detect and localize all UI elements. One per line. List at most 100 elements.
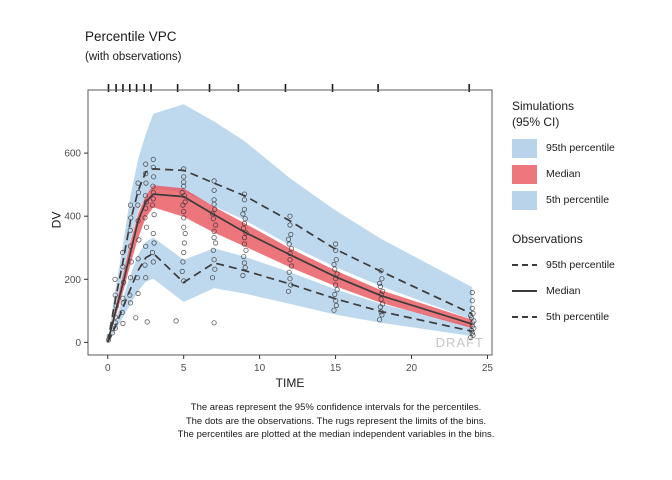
observation-point (179, 189, 185, 196)
legend-item-obs-95th: 95th percentile (512, 252, 615, 278)
x-tick-label: 15 (330, 363, 342, 374)
observation-point (332, 291, 338, 297)
plot-area: 0 5 10 15 20 25 0 200 400 600 DRAFT (64, 84, 494, 374)
observation-point (181, 249, 187, 256)
observation-point (150, 196, 156, 202)
observation-point (333, 302, 339, 309)
observation-point (332, 282, 339, 288)
observation-point (181, 240, 187, 246)
observation-point (240, 272, 246, 279)
y-tick-label: 400 (64, 212, 81, 223)
percentile-line (106, 252, 473, 343)
legend-observation-keys: 95th percentile Median 5th percentile (512, 252, 615, 330)
observation-point (332, 241, 339, 247)
y-tick-label: 0 (75, 338, 81, 349)
ribbon (107, 104, 473, 343)
observation-point (241, 235, 247, 241)
observation-point (241, 206, 247, 212)
observation-point (149, 249, 156, 256)
observation-point (211, 257, 217, 263)
observation-point (142, 262, 148, 268)
percentile-line (106, 168, 473, 343)
observation-point (379, 276, 385, 282)
observation-point (376, 317, 383, 323)
observation-point (144, 319, 150, 325)
observation-point (471, 318, 477, 324)
legend-label: Median (546, 285, 581, 297)
observation-point (127, 300, 134, 306)
observation-point (210, 247, 216, 253)
observation-point (211, 235, 217, 241)
solid-line-icon (512, 290, 537, 292)
observation-point (212, 206, 218, 212)
observation-point (334, 287, 340, 293)
observation-point (242, 265, 248, 271)
observation-point (127, 227, 133, 233)
observation-point (181, 224, 187, 230)
legend: Simulations (95% CI) 95th percentile Med… (512, 98, 615, 330)
observation-point (143, 180, 149, 186)
observation-point (143, 224, 150, 230)
draft-watermark: DRAFT (436, 335, 484, 350)
y-tick-label: 200 (64, 275, 81, 286)
observation-point (180, 259, 186, 265)
observation-point (133, 315, 139, 321)
observation-point (211, 178, 217, 184)
observation-point (288, 263, 295, 269)
legend-item-sim-95th: 95th percentile (512, 135, 615, 161)
x-tick-label: 10 (254, 363, 266, 374)
observation-point (241, 260, 247, 266)
legend-simulation-keys: 95th percentile Median 5th percentile (512, 135, 615, 213)
observation-point (212, 266, 218, 272)
observation-point (241, 254, 247, 260)
observation-point (181, 208, 187, 215)
panel-border (87, 89, 493, 356)
caption-line-3: The percentiles are plotted at the media… (177, 429, 495, 440)
observation-point (286, 269, 292, 275)
legend-item-sim-median: Median (512, 161, 615, 187)
observation-point (287, 276, 293, 282)
legend-heading-simulations-ci: (95% CI) (512, 115, 560, 129)
observation-point (210, 216, 216, 222)
legend-label: Median (546, 168, 581, 180)
legend-label: 95th percentile (546, 259, 615, 271)
observation-point (241, 241, 247, 247)
observation-point (332, 266, 338, 272)
ribbon-swatch-median-icon (512, 164, 537, 184)
observation-point (211, 320, 217, 326)
observation-point (213, 240, 219, 246)
legend-heading-simulations: Simulations (512, 99, 575, 113)
observation-point (181, 174, 187, 180)
observation-point (151, 174, 157, 180)
x-tick-label: 25 (482, 363, 494, 374)
legend-item-obs-median: Median (512, 278, 615, 304)
legend-label: 95th percentile (546, 142, 615, 154)
observation-point (242, 216, 248, 222)
observation-point (211, 187, 217, 193)
observation-point (120, 320, 126, 327)
observation-point (182, 199, 188, 205)
observation-point (151, 240, 157, 246)
chart-title: Percentile VPC (85, 29, 177, 44)
observation-point (241, 225, 247, 231)
observation-point (211, 201, 217, 207)
observation-point (179, 268, 185, 274)
observation-point (182, 230, 188, 237)
observation-point (135, 180, 141, 186)
observation-point (209, 275, 216, 281)
legend-item-obs-5th: 5th percentile (512, 304, 615, 330)
observation-point (331, 307, 337, 313)
legend-label: 5th percentile (546, 311, 610, 323)
legend-label: 5th percentile (546, 194, 610, 206)
observation-point (135, 189, 142, 196)
observation-point (181, 215, 187, 221)
x-axis-label: TIME (275, 376, 305, 390)
observation-point (150, 230, 156, 237)
observation-point (119, 309, 125, 315)
observation-point (376, 280, 383, 286)
observation-point (127, 202, 134, 208)
observation-point (378, 296, 384, 302)
observation-point (333, 257, 339, 263)
observation-point (211, 228, 217, 234)
